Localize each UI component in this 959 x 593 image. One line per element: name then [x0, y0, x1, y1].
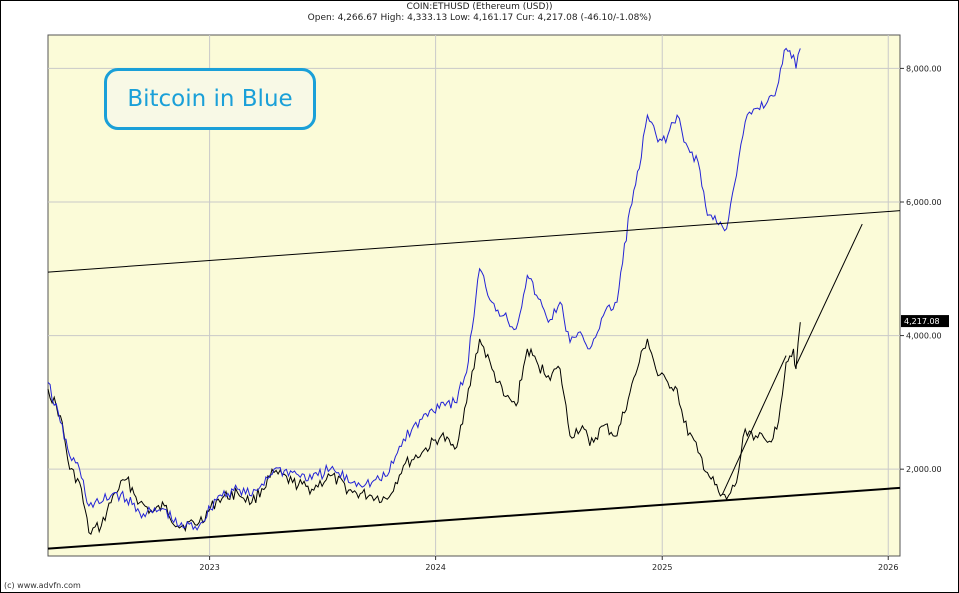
- y-tick-label: 2,000.00: [906, 465, 942, 474]
- y-tick-label: 6,000.00: [906, 198, 942, 207]
- trendline: [795, 223, 863, 366]
- x-tick-label: 2023: [199, 563, 219, 572]
- y-tick-label: 8,000.00: [906, 64, 942, 73]
- chart-title: COIN:ETHUSD (Ethereum (USD)): [406, 2, 553, 12]
- copyright: (c) www.advfn.com: [4, 581, 81, 590]
- x-tick-label: 2024: [425, 563, 445, 572]
- btc-price-line: [47, 47, 801, 531]
- x-tick-label: 2026: [878, 563, 898, 572]
- trendline: [721, 355, 787, 495]
- quote-line: Open: 4,266.67 High: 4,333.13 Low: 4,161…: [307, 13, 652, 23]
- x-tick-label: 2025: [652, 563, 672, 572]
- eth-price-line: [47, 322, 801, 536]
- trendline: [47, 486, 901, 550]
- annotation-text: Bitcoin in Blue: [127, 86, 293, 112]
- trendline: [47, 210, 901, 273]
- current-price-tag: [901, 315, 949, 328]
- chart-header: COIN:ETHUSD (Ethereum (USD)) Open: 4,266…: [0, 2, 959, 24]
- y-tick-label: 4,000.00: [906, 332, 942, 341]
- annotation-box: Bitcoin in Blue: [104, 68, 316, 130]
- current-price-label: 4,217.08: [904, 317, 940, 326]
